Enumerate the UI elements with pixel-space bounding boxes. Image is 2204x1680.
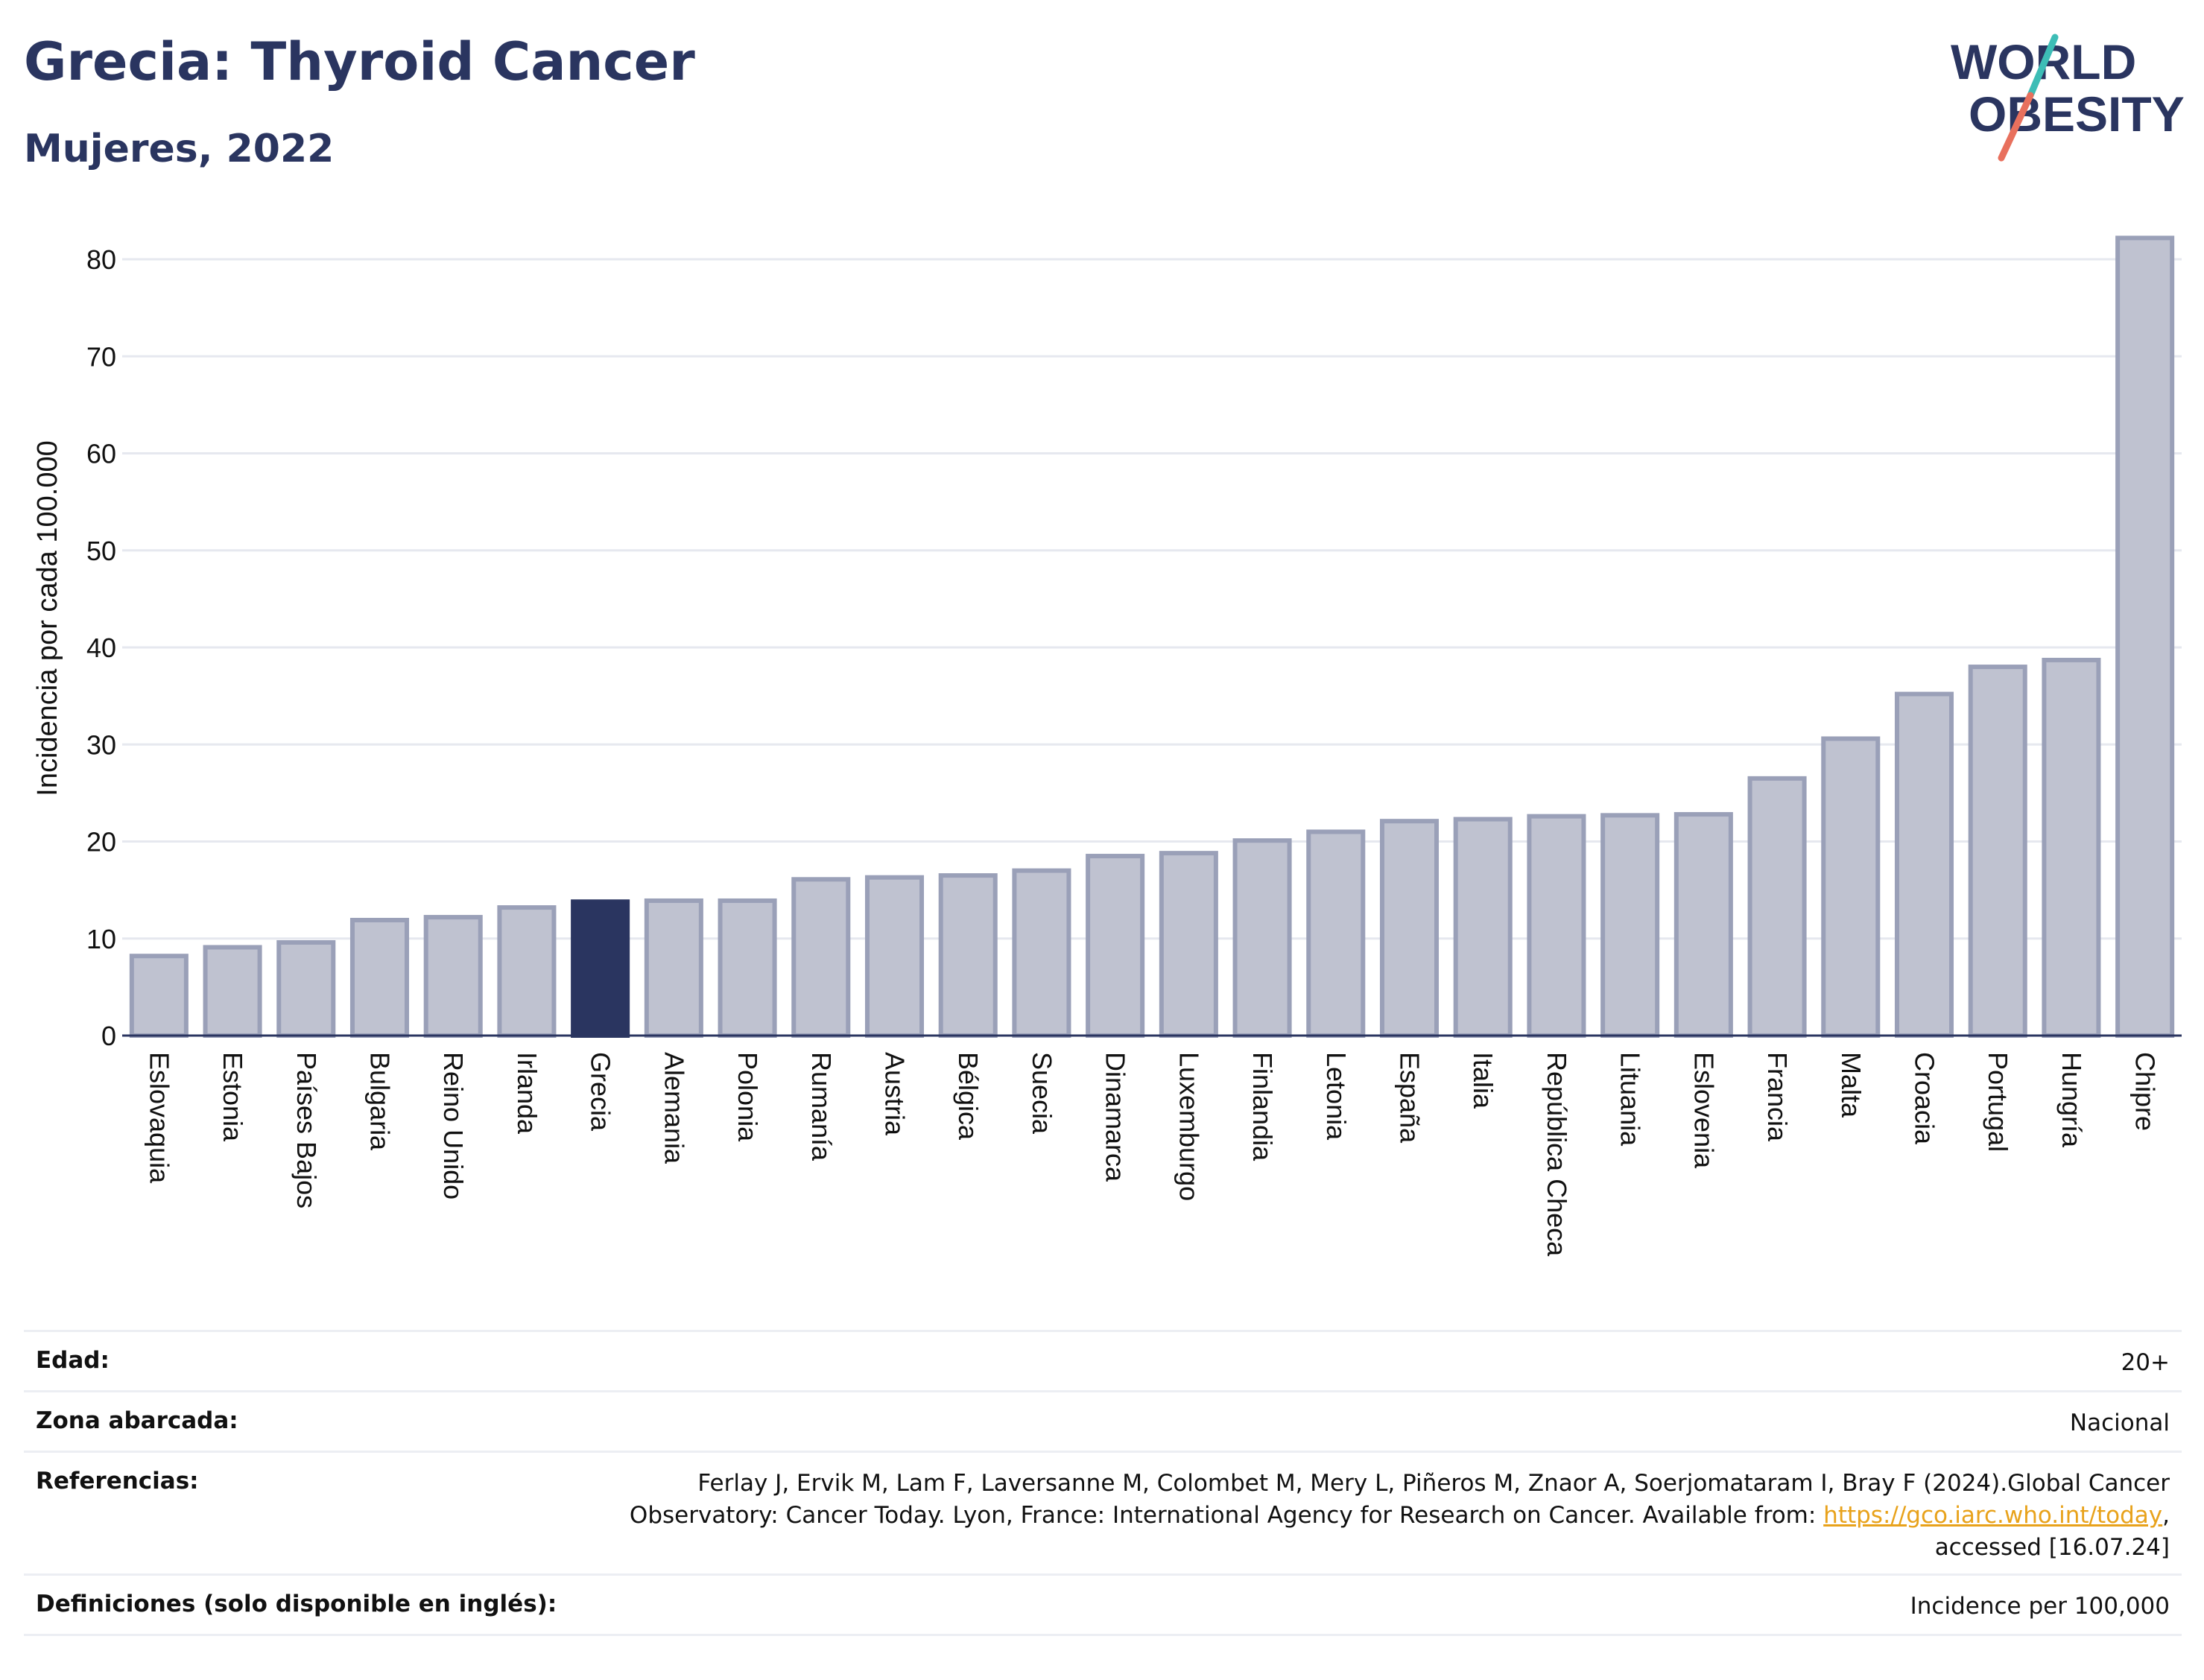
x-tick-label: Eslovaquia — [144, 1052, 174, 1184]
x-tick-label: Polonia — [732, 1052, 763, 1142]
bar-dinamarca — [1086, 854, 1145, 1039]
info-table: Edad: 20+ Zona abarcada: Nacional Refere… — [24, 1330, 2182, 1636]
bar-francia — [1747, 776, 1807, 1038]
x-tick-label: Dinamarca — [1101, 1052, 1131, 1182]
x-tick-label: Alemania — [659, 1052, 689, 1164]
x-tick-label: Países Bajos — [291, 1052, 322, 1208]
y-tick-label: 80 — [86, 244, 116, 275]
area-label: Zona abarcada: — [36, 1407, 238, 1434]
references-text-4: accessed [16.07.24] — [1934, 1534, 2170, 1561]
bar-eslovenia — [1673, 812, 1733, 1039]
y-tick-label: 70 — [86, 341, 116, 372]
y-tick-label: 0 — [101, 1021, 116, 1051]
bar-estonia — [203, 945, 262, 1038]
x-tick-label: Grecia — [586, 1052, 616, 1132]
bar-pa-ses-bajos — [276, 939, 336, 1038]
bar-luxemburgo — [1159, 851, 1218, 1039]
references-text-2: Observatory: Cancer Today. Lyon, France:… — [629, 1502, 1824, 1529]
y-tick-label: 30 — [86, 729, 116, 760]
logo-slash-teal — [2027, 34, 2059, 99]
bar-alemania — [644, 898, 703, 1038]
bar-austria — [864, 875, 925, 1038]
x-tick-label: Croacia — [1910, 1052, 1940, 1145]
x-tick-label: Letonia — [1321, 1052, 1352, 1141]
logo-word-obesity: OBESITY — [1969, 86, 2185, 142]
x-tick-label: Reino Unido — [438, 1052, 469, 1199]
x-tick-label: Hungría — [2056, 1052, 2087, 1148]
bar-bulgaria — [349, 918, 410, 1039]
bars — [129, 235, 2175, 1039]
y-tick-label: 20 — [86, 827, 116, 858]
bar-chart: 0 10 20 30 40 50 60 70 80 Eslovaquia Estonia Paíse… — [32, 235, 2182, 1257]
definitions-label: Definiciones (solo disponible en inglés)… — [36, 1591, 557, 1617]
x-tick-label: Irlanda — [512, 1052, 542, 1135]
references-value: Ferlay J, Ervik M, Lam F, Laversanne M, … — [630, 1468, 2170, 1564]
x-tick-label: Malta — [1836, 1052, 1866, 1118]
logo-slash-coral — [1998, 92, 2034, 162]
age-label: Edad: — [36, 1347, 110, 1374]
bar-suecia — [1012, 868, 1071, 1038]
x-tick-label: Suecia — [1027, 1052, 1057, 1135]
x-tick-label: Lituania — [1615, 1052, 1646, 1147]
world-obesity-logo: WORLD OBESITY — [1951, 34, 2185, 162]
x-tick-label: Finlandia — [1247, 1052, 1278, 1161]
x-tick-label: Chipre — [2130, 1052, 2161, 1131]
bar-ruman-a — [791, 877, 851, 1039]
bar-eslovaquia — [129, 954, 189, 1038]
info-row-area: Zona abarcada: Nacional — [24, 1390, 2182, 1451]
bar-grecia — [571, 899, 630, 1039]
bar-finlandia — [1232, 838, 1292, 1038]
bar-italia — [1453, 817, 1513, 1039]
references-link[interactable]: https://gco.iarc.who.int/today — [1823, 1502, 2163, 1529]
definitions-value: Incidence per 100,000 — [1910, 1593, 2170, 1620]
y-tick-label: 60 — [86, 439, 116, 469]
page-subtitle: Mujeres, 2022 — [24, 127, 335, 171]
references-text-3: , — [2162, 1502, 2170, 1529]
y-tick-label: 40 — [86, 633, 116, 663]
bar-portugal — [1968, 665, 2027, 1038]
bar-lituania — [1600, 813, 1660, 1038]
x-axis-labels: Eslovaquia Estonia Países Bajos Bulgaria Rei… — [144, 1052, 2160, 1257]
bar-hungr-a — [2042, 657, 2101, 1039]
references-text-1: Ferlay J, Ervik M, Lam F, Laversanne M, … — [697, 1470, 2170, 1497]
x-tick-label: Francia — [1762, 1052, 1793, 1142]
bar-reino-unido — [423, 915, 483, 1038]
references-label: Referencias: — [36, 1468, 199, 1494]
y-axis-ticks: 0 10 20 30 40 50 60 70 80 — [86, 244, 116, 1051]
bar-espa-a — [1379, 819, 1440, 1039]
y-tick-label: 10 — [86, 924, 116, 954]
x-tick-label: Portugal — [1983, 1052, 2013, 1152]
x-tick-label: Italia — [1468, 1052, 1498, 1109]
bar-croacia — [1894, 691, 1954, 1038]
x-tick-label: Bulgaria — [365, 1052, 396, 1151]
x-tick-label: Austria — [880, 1052, 911, 1136]
info-row-references: Referencias: Ferlay J, Ervik M, Lam F, L… — [24, 1451, 2182, 1573]
bar-b-lgica — [938, 873, 998, 1038]
bar-polonia — [718, 898, 777, 1038]
area-value: Nacional — [2069, 1410, 2170, 1436]
x-tick-label: República Checa — [1542, 1052, 1572, 1257]
page-title: Grecia: Thyroid Cancer — [24, 31, 695, 92]
y-axis-label: Incidencia por cada 100.000 — [32, 440, 63, 796]
x-tick-label: Bélgica — [953, 1052, 984, 1141]
info-row-definitions: Definiciones (solo disponible en inglés)… — [24, 1573, 2182, 1636]
x-tick-label: Rumanía — [806, 1052, 837, 1161]
info-row-age: Edad: 20+ — [24, 1330, 2182, 1390]
bar-rep-blica-checa — [1527, 814, 1586, 1039]
bar-letonia — [1306, 829, 1366, 1038]
y-tick-label: 50 — [86, 536, 116, 566]
bar-chipre — [2115, 235, 2175, 1038]
x-tick-label: Eslovenia — [1688, 1052, 1719, 1169]
bar-irlanda — [497, 905, 557, 1038]
x-tick-label: Estonia — [218, 1052, 248, 1142]
bar-malta — [1821, 736, 1881, 1039]
x-tick-label: Luxemburgo — [1174, 1052, 1204, 1201]
x-tick-label: España — [1395, 1052, 1425, 1144]
age-value: 20+ — [2121, 1349, 2170, 1376]
